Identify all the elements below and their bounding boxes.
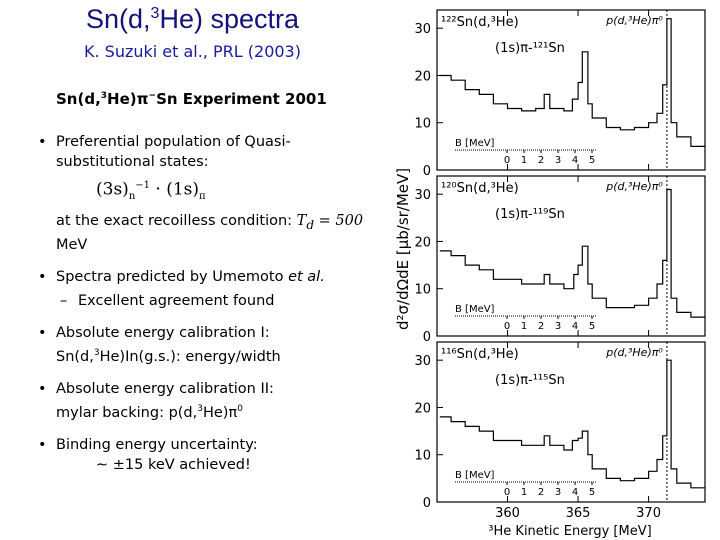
binding-tick-label: 3 — [555, 155, 561, 166]
section-heading: Sn(d,3He)π−Sn Experiment 2001 — [56, 90, 327, 108]
bullet-spectra: Spectra predicted by Umemoto et al. Exce… — [36, 267, 386, 311]
bullet-calibration-1: Absolute energy calibration I: Sn(d,3He)… — [36, 323, 386, 367]
x-tick-label: 360 — [495, 506, 520, 521]
y-tick-label: 20 — [414, 401, 431, 416]
bullet-list: Preferential population of Quasi-substit… — [36, 132, 386, 487]
bullet-uncertainty: Binding energy uncertainty: ∼ ±15 keV ac… — [36, 435, 386, 475]
binding-tick-label: 2 — [538, 487, 544, 498]
x-tick-label: 370 — [636, 506, 661, 521]
binding-tick-label: 1 — [521, 487, 527, 498]
pi0-label: p(d,³He)π⁰ — [605, 346, 663, 359]
binding-tick-label: 1 — [521, 155, 527, 166]
binding-tick-label: 3 — [555, 321, 561, 332]
y-tick-label: 10 — [414, 117, 431, 132]
bullet-calibration-2: Absolute energy calibration II: mylar ba… — [36, 379, 386, 423]
binding-tick-label: 0 — [504, 487, 510, 498]
spectrum-line — [439, 359, 705, 489]
binding-energy-label: B [MeV] — [455, 470, 495, 481]
pi0-label: p(d,³He)π⁰ — [605, 180, 663, 193]
panel-frame — [436, 341, 706, 503]
binding-tick-label: 0 — [504, 155, 510, 166]
y-tick-label: 10 — [414, 449, 431, 464]
y-tick-label: 30 — [414, 354, 431, 369]
y-tick-label: 0 — [423, 330, 431, 345]
binding-energy-label: B [MeV] — [455, 138, 495, 149]
spectrum-line — [439, 18, 705, 147]
binding-tick-label: 4 — [572, 487, 578, 498]
panel-frame — [436, 9, 706, 171]
binding-tick-label: 4 — [572, 155, 578, 166]
y-tick-label: 20 — [414, 69, 431, 84]
binding-tick-label: 2 — [538, 155, 544, 166]
binding-tick-label: 2 — [538, 321, 544, 332]
y-tick-label: 10 — [414, 283, 431, 298]
binding-tick-label: 5 — [589, 321, 595, 332]
peak-label: (1s)π-¹¹⁵Sn — [495, 373, 565, 388]
formula-configuration: (3s)n−1 · (1s)π — [96, 179, 206, 203]
binding-tick-label: 3 — [555, 487, 561, 498]
y-tick-label: 0 — [423, 164, 431, 179]
peak-label: (1s)π-¹²¹Sn — [495, 41, 565, 56]
y-axis-label: d²σ/dΩdE [μb/sr/MeV] — [394, 168, 412, 330]
binding-tick-label: 1 — [521, 321, 527, 332]
panel-target-label: ¹²²Sn(d,³He) — [441, 15, 519, 30]
peak-label: (1s)π-¹¹⁹Sn — [495, 207, 565, 222]
binding-tick-label: 0 — [504, 321, 510, 332]
y-tick-label: 30 — [414, 22, 431, 37]
pi0-label: p(d,³He)π⁰ — [605, 14, 663, 27]
spectrum-line — [439, 188, 705, 318]
y-tick-label: 0 — [423, 496, 431, 511]
binding-tick-label: 4 — [572, 321, 578, 332]
binding-tick-label: 5 — [589, 155, 595, 166]
x-axis-label: ³He Kinetic Energy [MeV] — [488, 524, 651, 539]
slide-subtitle: K. Suzuki et al., PRL (2003) — [84, 42, 301, 61]
x-tick-label: 365 — [566, 506, 591, 521]
sub-bullet-agreement: Excellent agreement found — [56, 291, 386, 311]
slide-title: Sn(d,3He) spectra — [86, 4, 300, 34]
panel-frame — [436, 175, 706, 337]
y-tick-label: 30 — [414, 188, 431, 203]
y-tick-label: 20 — [414, 235, 431, 250]
panel-target-label: ¹²⁰Sn(d,³He) — [441, 181, 519, 196]
binding-energy-label: B [MeV] — [455, 304, 495, 315]
binding-tick-label: 5 — [589, 487, 595, 498]
panel-target-label: ¹¹⁶Sn(d,³He) — [441, 347, 519, 362]
bullet-population: Preferential population of Quasi-substit… — [36, 132, 386, 255]
